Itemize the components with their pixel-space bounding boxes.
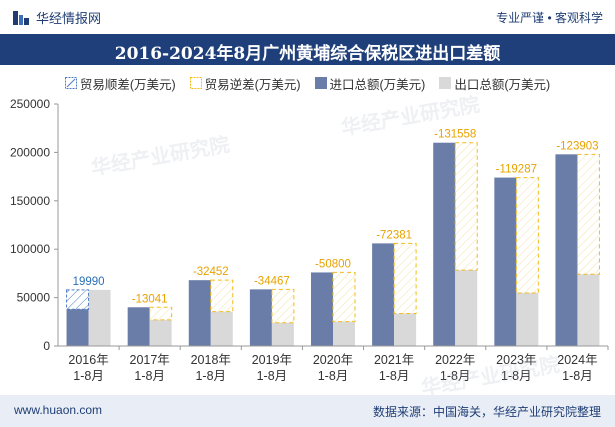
y-tick-label: 150000 xyxy=(10,194,50,208)
legend-label-surplus: 贸易顺差(万美元) xyxy=(79,77,176,92)
import-bar xyxy=(66,309,89,346)
data-label: -50800 xyxy=(315,258,351,270)
export-bar xyxy=(88,289,111,346)
deficit-bar xyxy=(515,177,539,294)
x-tick-label: 1-8月 xyxy=(379,369,410,383)
legend-item-surplus: 贸易顺差(万美元) xyxy=(64,72,176,94)
y-tick-label: 50000 xyxy=(17,291,51,305)
legend-swatch-import xyxy=(314,77,327,89)
export-bar xyxy=(210,311,233,346)
bars: 19990 -13041 -32452 -34467 -50800 -72381 -1315… xyxy=(66,129,600,346)
x-tick-label: 1-8月 xyxy=(257,369,288,383)
export-bar xyxy=(455,270,478,346)
import-bar xyxy=(311,272,333,346)
export-bar xyxy=(149,319,172,346)
x-tick-label: 2018年 xyxy=(191,353,231,367)
import-bar xyxy=(433,142,456,346)
legend-swatch-surplus xyxy=(64,77,77,89)
bar-chart: 0 50000 100000 150000 200000 250000 19990 -130… xyxy=(10,97,609,383)
legend-item-export: 出口总额(万美元) xyxy=(439,72,550,94)
import-bar xyxy=(188,280,211,346)
y-tick-label: 200000 xyxy=(10,145,50,159)
brand-name: 华经情报网 xyxy=(36,11,102,26)
data-label: -123903 xyxy=(556,140,598,152)
surplus-bar xyxy=(66,289,90,310)
data-label: -119287 xyxy=(496,164,537,176)
x-tick-label: 1-8月 xyxy=(501,369,532,383)
legend-swatch-deficit xyxy=(189,77,202,89)
deficit-bar xyxy=(271,288,295,324)
export-bar xyxy=(271,322,294,346)
import-bar xyxy=(372,243,395,346)
logo-icon xyxy=(13,10,29,25)
footer: www.huaon.com 数据来源：中国海关，华经产业研究院整理 xyxy=(0,395,615,427)
legend: 贸易顺差(万美元) 贸易逆差(万美元) 进口总额(万美元) 出口总额(万美元) xyxy=(0,72,615,94)
import-bar xyxy=(127,307,150,346)
x-tick-label: 1-8月 xyxy=(318,369,349,383)
data-label: -32452 xyxy=(193,266,229,278)
data-label: -34467 xyxy=(254,275,290,287)
data-label: -72381 xyxy=(376,229,412,241)
legend-label-import: 进口总额(万美元) xyxy=(329,77,426,92)
legend-item-deficit: 贸易逆差(万美元) xyxy=(189,72,301,94)
y-tick-label: 100000 xyxy=(10,242,50,256)
export-bar xyxy=(333,321,355,346)
export-bar xyxy=(394,313,417,346)
top-bar: 华经情报网 专业严谨 • 客观科学 xyxy=(0,0,615,34)
x-tick-label: 2023年 xyxy=(496,353,536,367)
brand: 华经情报网 xyxy=(12,8,101,27)
x-tick-label: 1-8月 xyxy=(440,369,471,383)
data-label: -131558 xyxy=(434,129,476,141)
data-source: 数据来源：中国海关，华经产业研究院整理 xyxy=(372,405,601,419)
deficit-bar xyxy=(576,153,600,275)
chart-title: 2016-2024年8月广州黄埔综合保税区进出口差额 xyxy=(114,44,501,64)
deficit-bar xyxy=(393,242,417,314)
slogan: 专业严谨 • 客观科学 xyxy=(496,11,603,25)
data-label: -13041 xyxy=(132,293,168,305)
x-axis: 2016年 1-8月 2017年 1-8月 2018年 1-8月 2019年 1-8月 2020… xyxy=(58,345,609,383)
export-bar xyxy=(516,292,539,346)
chart-area: 0 50000 100000 150000 200000 250000 19990 -130… xyxy=(0,96,615,392)
deficit-bar xyxy=(454,142,478,271)
x-tick-label: 2021年 xyxy=(374,353,414,367)
x-tick-label: 1-8月 xyxy=(134,369,165,383)
legend-swatch-export xyxy=(439,77,452,89)
deficit-bar xyxy=(332,271,356,323)
deficit-bar xyxy=(149,306,173,321)
x-tick-label: 1-8月 xyxy=(73,369,104,383)
import-bar xyxy=(555,154,578,346)
export-bar xyxy=(577,274,600,346)
x-tick-label: 2016年 xyxy=(68,353,108,367)
x-tick-label: 1-8月 xyxy=(195,369,226,383)
y-axis: 0 50000 100000 150000 200000 250000 xyxy=(10,97,59,353)
title-bar: 2016-2024年8月广州黄埔综合保税区进出口差额 xyxy=(0,34,615,65)
import-bar xyxy=(249,289,272,346)
x-tick-label: 2019年 xyxy=(252,353,292,367)
legend-item-import: 进口总额(万美元) xyxy=(314,72,426,94)
x-tick-label: 1-8月 xyxy=(562,369,593,383)
x-tick-label: 2024年 xyxy=(557,353,597,367)
x-tick-label: 2017年 xyxy=(130,353,170,367)
website-link[interactable]: www.huaon.com xyxy=(14,403,103,417)
y-tick-label: 0 xyxy=(43,339,50,353)
data-label: 19990 xyxy=(73,276,105,288)
y-tick-label: 250000 xyxy=(10,97,50,111)
deficit-bar xyxy=(210,279,234,313)
legend-label-deficit: 贸易逆差(万美元) xyxy=(204,77,301,92)
x-tick-label: 2022年 xyxy=(435,353,475,367)
import-bar xyxy=(494,177,517,346)
x-tick-label: 2020年 xyxy=(313,353,353,367)
legend-label-export: 出口总额(万美元) xyxy=(454,77,551,92)
